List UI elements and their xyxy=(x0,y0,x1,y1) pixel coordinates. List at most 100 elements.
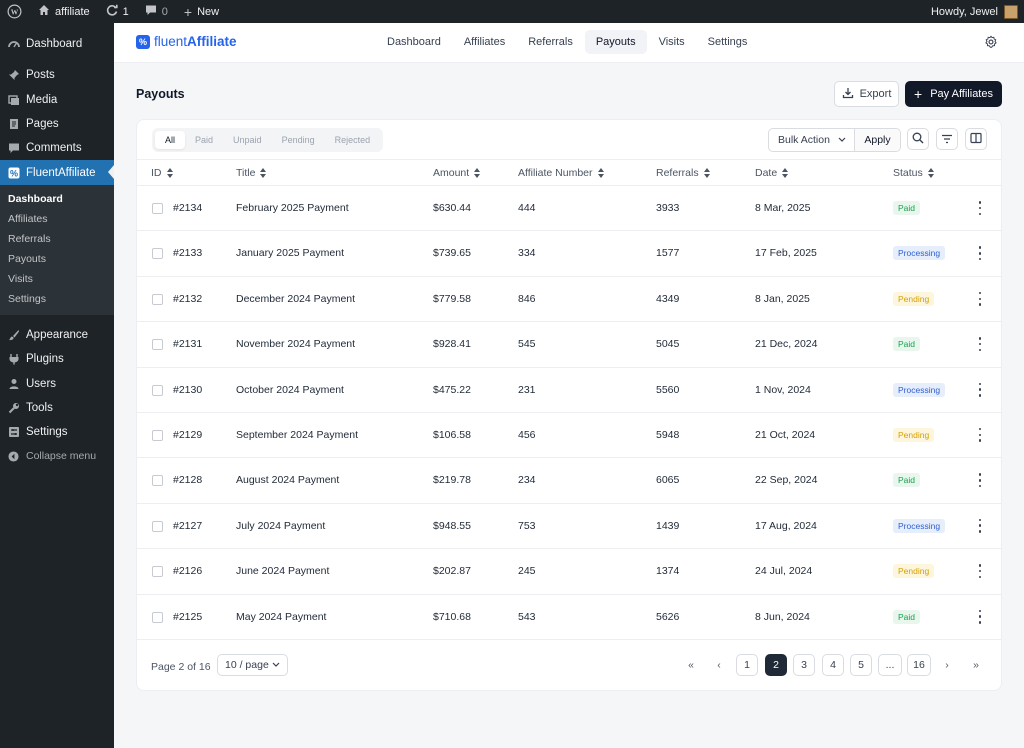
more-actions-icon[interactable] xyxy=(978,427,982,442)
submenu-item-referrals[interactable]: Referrals xyxy=(8,232,51,245)
page-button[interactable]: 1 xyxy=(736,654,758,676)
sidebar-item-tools[interactable]: Tools xyxy=(0,396,114,420)
table-row[interactable]: #2128 August 2024 Payment $219.78 234 6065 22… xyxy=(137,458,1001,504)
row-date: 21 Dec, 2024 xyxy=(755,338,818,351)
more-actions-icon[interactable] xyxy=(978,246,982,261)
sidebar-item-dashboard[interactable]: Dashboard xyxy=(0,32,114,56)
row-checkbox[interactable] xyxy=(152,248,163,260)
more-actions-icon[interactable] xyxy=(978,609,982,624)
filter-pending[interactable]: Pending xyxy=(281,135,315,145)
sidebar-item-posts[interactable]: Posts xyxy=(0,63,114,87)
nav-visits[interactable]: Visits xyxy=(658,36,685,48)
table-row[interactable]: #2125 May 2024 Payment $710.68 543 5626 8 Jun… xyxy=(137,595,1001,640)
search-button[interactable] xyxy=(907,128,929,150)
new-content-link[interactable]: + New xyxy=(176,0,227,23)
more-actions-icon[interactable] xyxy=(978,564,982,579)
column-header-title[interactable]: Title xyxy=(236,167,267,179)
filter-unpaid[interactable]: Unpaid xyxy=(233,135,262,145)
page-button[interactable]: 5 xyxy=(850,654,872,676)
column-header-id[interactable]: ID xyxy=(151,167,173,179)
comments-link[interactable]: 0 xyxy=(137,0,176,23)
pay-affiliates-button[interactable]: + Pay Affiliates xyxy=(905,81,1002,107)
nav-dashboard[interactable]: Dashboard xyxy=(387,36,441,48)
bulk-action-select[interactable]: Bulk Action xyxy=(769,129,854,151)
nav-payouts[interactable]: Payouts xyxy=(584,30,647,54)
brand-logo[interactable]: % fluentAffiliate xyxy=(136,34,237,49)
table-row[interactable]: #2127 July 2024 Payment $948.55 753 1439 17 A… xyxy=(137,504,1001,550)
row-checkbox[interactable] xyxy=(152,429,163,441)
more-actions-icon[interactable] xyxy=(978,382,982,397)
page-button[interactable]: 2 xyxy=(765,654,787,676)
filter-all[interactable]: All xyxy=(155,131,186,149)
sidebar-item-pages[interactable]: Pages xyxy=(0,112,114,136)
chevron-left-icon: ‹ xyxy=(717,659,721,671)
submenu-item-visits[interactable]: Visits xyxy=(8,272,33,285)
row-checkbox[interactable] xyxy=(152,611,163,623)
column-header-status[interactable]: Status xyxy=(893,167,934,179)
row-affiliate-number: 545 xyxy=(518,338,536,351)
export-button[interactable]: Export xyxy=(834,81,899,107)
row-checkbox[interactable] xyxy=(152,339,163,351)
row-referrals: 1374 xyxy=(656,565,680,578)
wordpress-logo-icon[interactable]: W xyxy=(0,0,30,23)
column-header-date[interactable]: Date xyxy=(755,167,789,179)
sidebar-item-appearance[interactable]: Appearance xyxy=(0,323,114,347)
next-page-button[interactable]: › xyxy=(936,654,958,676)
sidebar-item-users[interactable]: Users xyxy=(0,371,114,395)
columns-button[interactable] xyxy=(965,128,987,150)
submenu-item-payouts[interactable]: Payouts xyxy=(8,252,46,265)
row-checkbox[interactable] xyxy=(152,203,163,214)
nav-settings[interactable]: Settings xyxy=(707,36,748,48)
table-row[interactable]: #2126 June 2024 Payment $202.87 245 1374 24 J… xyxy=(137,549,1001,595)
sidebar-item-plugins[interactable]: Plugins xyxy=(0,347,114,371)
sidebar-item-media[interactable]: Media xyxy=(0,88,114,112)
table-row[interactable]: #2133 January 2025 Payment $739.65 334 1577 1… xyxy=(137,231,1001,277)
prev-page-button[interactable]: ‹ xyxy=(708,654,730,676)
row-checkbox[interactable] xyxy=(152,293,163,305)
submenu-item-affiliates[interactable]: Affiliates xyxy=(8,212,48,225)
more-actions-icon[interactable] xyxy=(978,337,982,352)
sidebar-item-comments[interactable]: Comments xyxy=(0,136,114,160)
filter-button[interactable] xyxy=(936,128,958,150)
filter-paid[interactable]: Paid xyxy=(195,135,214,145)
sidebar-item-fluentaffiliate[interactable]: % FluentAffiliate xyxy=(0,160,114,185)
more-actions-icon[interactable] xyxy=(978,291,982,306)
submenu-item-dashboard[interactable]: Dashboard xyxy=(8,192,63,205)
more-actions-icon[interactable] xyxy=(978,201,982,215)
per-page-select[interactable]: 10 / page xyxy=(217,654,288,676)
filter-rejected[interactable]: Rejected xyxy=(334,135,371,145)
column-header-referrals[interactable]: Referrals xyxy=(656,167,710,179)
page-button[interactable]: 4 xyxy=(822,654,844,676)
column-header-amount[interactable]: Amount xyxy=(433,167,481,179)
nav-referrals[interactable]: Referrals xyxy=(528,36,573,48)
first-page-button[interactable]: « xyxy=(680,654,702,676)
submenu-item-settings[interactable]: Settings xyxy=(8,292,46,305)
collapse-menu-button[interactable]: Collapse menu xyxy=(0,444,114,468)
row-checkbox[interactable] xyxy=(152,475,163,487)
column-header-affiliate-number[interactable]: Affiliate Number xyxy=(518,167,604,179)
table-row[interactable]: #2134 February 2025 Payment $630.44 444 3933… xyxy=(137,186,1001,232)
row-checkbox[interactable] xyxy=(152,566,163,578)
row-checkbox[interactable] xyxy=(152,384,163,396)
table-row[interactable]: #2130 October 2024 Payment $475.22 231 5560 1… xyxy=(137,368,1001,413)
user-account-link[interactable]: Howdy, Jewel xyxy=(923,0,1024,23)
site-name-link[interactable]: affiliate xyxy=(30,0,98,23)
last-page-button[interactable]: » xyxy=(965,654,987,676)
fluentaffiliate-logo-icon: % xyxy=(136,34,150,49)
nav-affiliates[interactable]: Affiliates xyxy=(463,36,506,48)
page-button[interactable]: 16 xyxy=(907,654,931,676)
pay-affiliates-label: Pay Affiliates xyxy=(930,88,993,100)
page-ellipsis[interactable]: ... xyxy=(878,654,902,676)
apply-button[interactable]: Apply xyxy=(854,129,900,151)
row-checkbox[interactable] xyxy=(152,520,163,532)
table-row[interactable]: #2131 November 2024 Payment $928.41 545 5045… xyxy=(137,322,1001,368)
gear-icon[interactable] xyxy=(984,35,1000,51)
page-button[interactable]: 3 xyxy=(793,654,815,676)
more-actions-icon[interactable] xyxy=(978,473,982,488)
sidebar-item-settings[interactable]: Settings xyxy=(0,420,114,444)
sort-icon xyxy=(474,168,481,178)
more-actions-icon[interactable] xyxy=(978,518,982,533)
updates-link[interactable]: 1 xyxy=(98,0,137,23)
table-row[interactable]: #2132 December 2024 Payment $779.58 846 4349… xyxy=(137,277,1001,323)
table-row[interactable]: #2129 September 2024 Payment $106.58 456 594… xyxy=(137,413,1001,459)
